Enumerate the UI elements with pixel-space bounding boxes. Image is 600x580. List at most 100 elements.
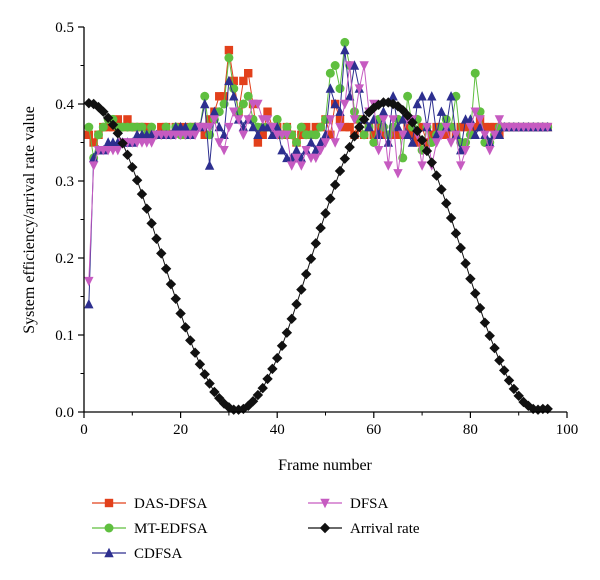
x-tick-label: 0 xyxy=(80,422,88,438)
cdfsa-point xyxy=(436,106,447,116)
dfsa-point xyxy=(398,130,408,140)
mt-edfsa-point xyxy=(335,84,345,94)
dfsa-point xyxy=(335,122,345,133)
das-dfsa-point xyxy=(345,122,354,132)
das-dfsa-point xyxy=(388,130,398,139)
das-dfsa-point xyxy=(239,76,248,86)
das-dfsa-point xyxy=(403,122,412,132)
arrival-rate-point xyxy=(542,403,553,415)
legend-marker xyxy=(319,522,331,534)
das-dfsa-point xyxy=(427,130,436,139)
das-dfsa-point xyxy=(422,138,432,147)
legend-marker xyxy=(104,547,114,558)
das-dfsa-point xyxy=(84,130,94,139)
das-dfsa-point xyxy=(297,130,306,139)
arrival-rate-point xyxy=(421,145,433,157)
arrival-rate-point xyxy=(136,188,148,200)
dfsa-point xyxy=(315,146,326,156)
mt-edfsa-point xyxy=(282,122,292,132)
mt-edfsa-point xyxy=(98,122,108,132)
mt-edfsa-point xyxy=(383,130,393,140)
arrival-rate-point xyxy=(339,153,351,164)
cdfsa-point xyxy=(398,114,408,124)
arrival-rate-point xyxy=(175,308,186,319)
arrival-rate-point xyxy=(470,288,481,299)
mt-edfsa-point xyxy=(296,122,306,132)
cdfsa-point xyxy=(388,91,398,101)
cdfsa-line xyxy=(88,50,548,305)
arrival-rate-point xyxy=(407,117,418,128)
arrival-rate-point xyxy=(300,268,312,280)
arrival-rate-point xyxy=(209,386,220,398)
arrival-rate-point xyxy=(465,273,476,284)
das-dfsa-point xyxy=(263,107,272,116)
das-dfsa-point xyxy=(413,138,422,147)
cdfsa-point xyxy=(262,121,273,132)
cdfsa-point xyxy=(267,129,278,139)
y-axis-title: System efficiency/arrival rate value xyxy=(21,106,38,334)
dfsa-point xyxy=(320,138,331,148)
cdfsa-point xyxy=(209,106,220,116)
mt-edfsa-point xyxy=(349,107,359,117)
mt-edfsa-point xyxy=(325,68,335,78)
arrival-rate-point xyxy=(98,106,109,117)
dfsa-line xyxy=(88,65,548,282)
arrival-rate-point xyxy=(310,238,322,249)
arrival-rate-point xyxy=(185,335,196,346)
mt-edfsa-point xyxy=(340,37,350,47)
arrival-rate-point xyxy=(484,330,495,341)
arrival-rate-point xyxy=(426,157,437,168)
arrival-rate-point xyxy=(291,299,302,310)
cdfsa-point xyxy=(224,75,234,86)
dfsa-point xyxy=(209,115,220,125)
das-dfsa-point xyxy=(442,130,451,139)
das-dfsa-point xyxy=(374,122,383,132)
cdfsa-point xyxy=(349,60,360,70)
mt-edfsa-point xyxy=(84,122,94,132)
das-dfsa-point xyxy=(205,115,214,124)
arrival-rate-point xyxy=(354,121,365,133)
x-tick-label: 80 xyxy=(463,422,478,438)
dfsa-point xyxy=(84,276,94,287)
series-layer xyxy=(83,37,553,415)
das-dfsa-point xyxy=(311,122,321,132)
cdfsa-point xyxy=(378,106,389,116)
dfsa-point xyxy=(465,122,476,133)
arrival-rate-point xyxy=(325,193,336,204)
arrival-rate-point xyxy=(363,107,375,118)
cdfsa-point xyxy=(427,91,437,101)
dfsa-point xyxy=(354,84,365,94)
das-dfsa-point xyxy=(480,122,490,132)
dfsa-point xyxy=(224,122,234,133)
mt-edfsa-point xyxy=(470,68,480,78)
arrival-rate-point xyxy=(281,327,293,338)
cdfsa-point xyxy=(340,44,350,55)
mt-edfsa-point xyxy=(369,138,379,147)
arrival-rate-point xyxy=(122,149,133,161)
cdfsa-point xyxy=(325,83,336,93)
arrival-rate-point xyxy=(334,165,346,177)
arrival-rate-point xyxy=(112,128,124,139)
y-tick-label: 0.4 xyxy=(55,97,74,113)
dfsa-point xyxy=(311,153,321,164)
dfsa-point xyxy=(475,115,485,125)
cdfsa-point xyxy=(431,129,442,139)
cdfsa-point xyxy=(364,121,374,132)
x-tick-label: 100 xyxy=(556,422,579,438)
legend-marker xyxy=(104,498,114,508)
cdfsa-point xyxy=(446,91,456,101)
dfsa-point xyxy=(470,107,480,117)
arrival-rate-point xyxy=(358,114,370,125)
y-ticks: 0.0 0.1 0.2 0.3 0.4 0.5 xyxy=(55,20,84,421)
arrival-rate-point xyxy=(503,375,515,386)
das-dfsa-point xyxy=(456,122,465,132)
das-dfsa-point xyxy=(103,122,113,132)
arrival-rate-point xyxy=(165,278,177,290)
arrival-rate-point xyxy=(494,355,505,366)
das-dfsa-point xyxy=(200,130,209,139)
das-dfsa-point xyxy=(301,122,311,132)
arrival-rate-point xyxy=(204,378,215,389)
cdfsa-point xyxy=(286,152,297,163)
arrival-rate-point xyxy=(450,228,462,239)
